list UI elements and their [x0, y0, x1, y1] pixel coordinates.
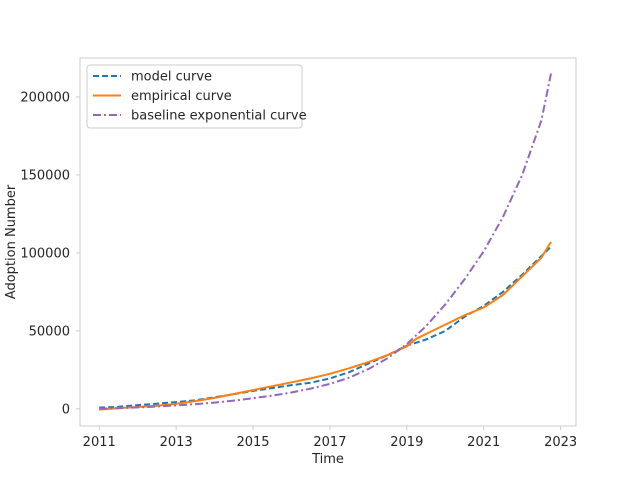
series-line-1: [99, 245, 552, 409]
legend-label-3: baseline exponential curve: [131, 109, 307, 124]
x-axis-label: Time: [311, 452, 344, 467]
legend-label-2: empirical curve: [131, 89, 232, 104]
y-tick-label: 150000: [20, 168, 70, 183]
x-tick-label: 2019: [390, 435, 423, 450]
legend-box: [86, 64, 303, 129]
x-tick-label: 2013: [160, 435, 193, 450]
y-tick-label: 50000: [29, 324, 70, 339]
x-tick-label: 2011: [83, 435, 116, 450]
x-tick-label: 2021: [467, 435, 500, 450]
y-axis-label: Adoption Number: [4, 184, 19, 299]
x-tick-label: 2023: [544, 435, 577, 450]
y-tick-label: 200000: [20, 90, 70, 105]
series-line-2: [99, 241, 552, 411]
y-tick-label: 100000: [20, 246, 70, 261]
series-lines: [99, 73, 552, 411]
x-tick-label: 2015: [236, 435, 269, 450]
legend-label-1: model curve: [131, 70, 212, 85]
y-tick-label: 0: [62, 402, 70, 417]
x-axis-ticks: 2011 2013 2015 2017 2019 2021 2023: [83, 426, 577, 450]
legend: model curve empirical curve baseline expon…: [86, 64, 307, 129]
x-tick-label: 2017: [313, 435, 346, 450]
series-line-3: [99, 73, 552, 410]
y-axis-ticks: 0 50000 100000 150000 200000: [20, 90, 80, 417]
